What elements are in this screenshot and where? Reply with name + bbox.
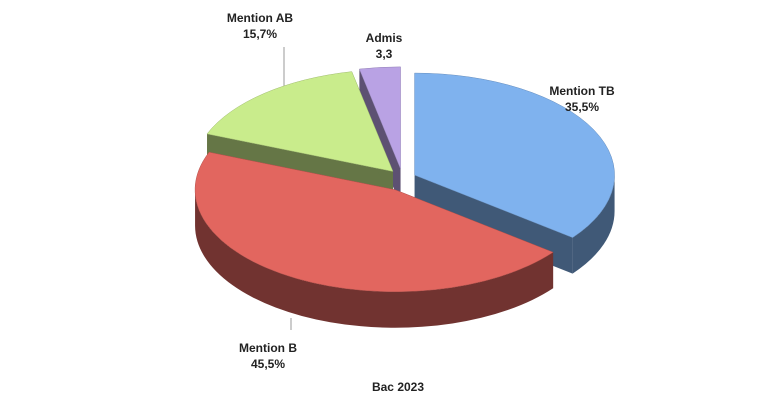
slice-wall [195,189,554,328]
slice-label: Mention B [239,341,297,355]
slice-wall [572,175,615,274]
slice-value-label: 45,5% [251,357,285,371]
slice [359,66,401,169]
slice-value-label: 35,5% [565,100,599,114]
slice-value-label: 15,7% [243,27,277,41]
slice [194,151,554,292]
slice [206,71,394,172]
slice-label: Mention TB [549,84,615,98]
slice-value-label: 3,3 [376,47,393,61]
slice [414,72,615,238]
chart-title: Bac 2023 [372,380,424,394]
slice-label: Mention AB [227,11,294,25]
slice-group [194,151,554,328]
slice-label: Admis [366,31,403,45]
